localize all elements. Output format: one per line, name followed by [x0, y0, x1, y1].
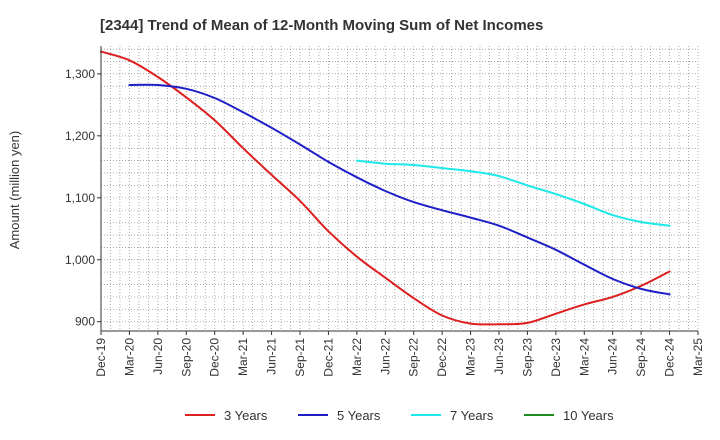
y-tick-label: 1,300	[65, 67, 95, 81]
x-tick-label: Mar-24	[577, 338, 591, 376]
x-tick-label: Dec-24	[663, 338, 677, 377]
y-tick-label: 1,200	[65, 129, 95, 143]
x-tick-label: Jun-22	[378, 338, 392, 375]
x-tick-label: Sep-24	[634, 338, 648, 377]
x-tick-label: Dec-23	[549, 338, 563, 377]
x-tick-label: Dec-20	[208, 338, 222, 377]
y-tick-label: 900	[75, 315, 95, 329]
legend: 3 Years 5 Years 7 Years 10 Years	[185, 408, 614, 423]
x-tick-label: Jun-23	[492, 338, 506, 375]
x-tick-labels: Dec-19 Mar-20 Jun-20 Sep-20 Dec-20 Mar-21 Jun-…	[94, 331, 705, 377]
legend-label: 5 Years	[337, 408, 381, 423]
y-tick-label: 1,100	[65, 191, 95, 205]
x-tick-label: Dec-19	[94, 338, 108, 377]
x-tick-label: Jun-24	[606, 338, 620, 375]
series-lines	[100, 50, 671, 326]
x-tick-label: Jun-21	[265, 338, 279, 375]
chart-title: [2344] Trend of Mean of 12-Month Moving …	[100, 17, 543, 34]
series-line-5-years	[128, 83, 671, 296]
grid	[101, 46, 699, 331]
x-tick-label: Mar-25	[691, 338, 705, 376]
y-tick-label: 1,000	[65, 253, 95, 267]
x-tick-label: Mar-23	[464, 338, 478, 376]
x-tick-label: Dec-21	[321, 338, 335, 377]
x-tick-label: Mar-20	[122, 338, 136, 376]
series-line-3-years	[100, 50, 671, 326]
y-tick-labels: 900 1,000 1,100 1,200 1,300	[65, 67, 101, 329]
legend-label: 3 Years	[224, 408, 268, 423]
x-tick-label: Mar-21	[236, 338, 250, 376]
x-tick-label: Dec-22	[435, 338, 449, 377]
x-tick-label: Sep-20	[179, 338, 193, 377]
y-axis-label: Amount (million yen)	[7, 131, 22, 250]
series-line-7-years	[355, 159, 671, 227]
x-tick-label: Mar-22	[350, 338, 364, 376]
x-tick-label: Jun-20	[151, 338, 165, 375]
legend-label: 7 Years	[450, 408, 494, 423]
legend-label: 10 Years	[563, 408, 614, 423]
x-tick-label: Sep-22	[407, 338, 421, 377]
x-tick-label: Sep-21	[293, 338, 307, 377]
x-tick-label: Sep-23	[520, 338, 534, 377]
